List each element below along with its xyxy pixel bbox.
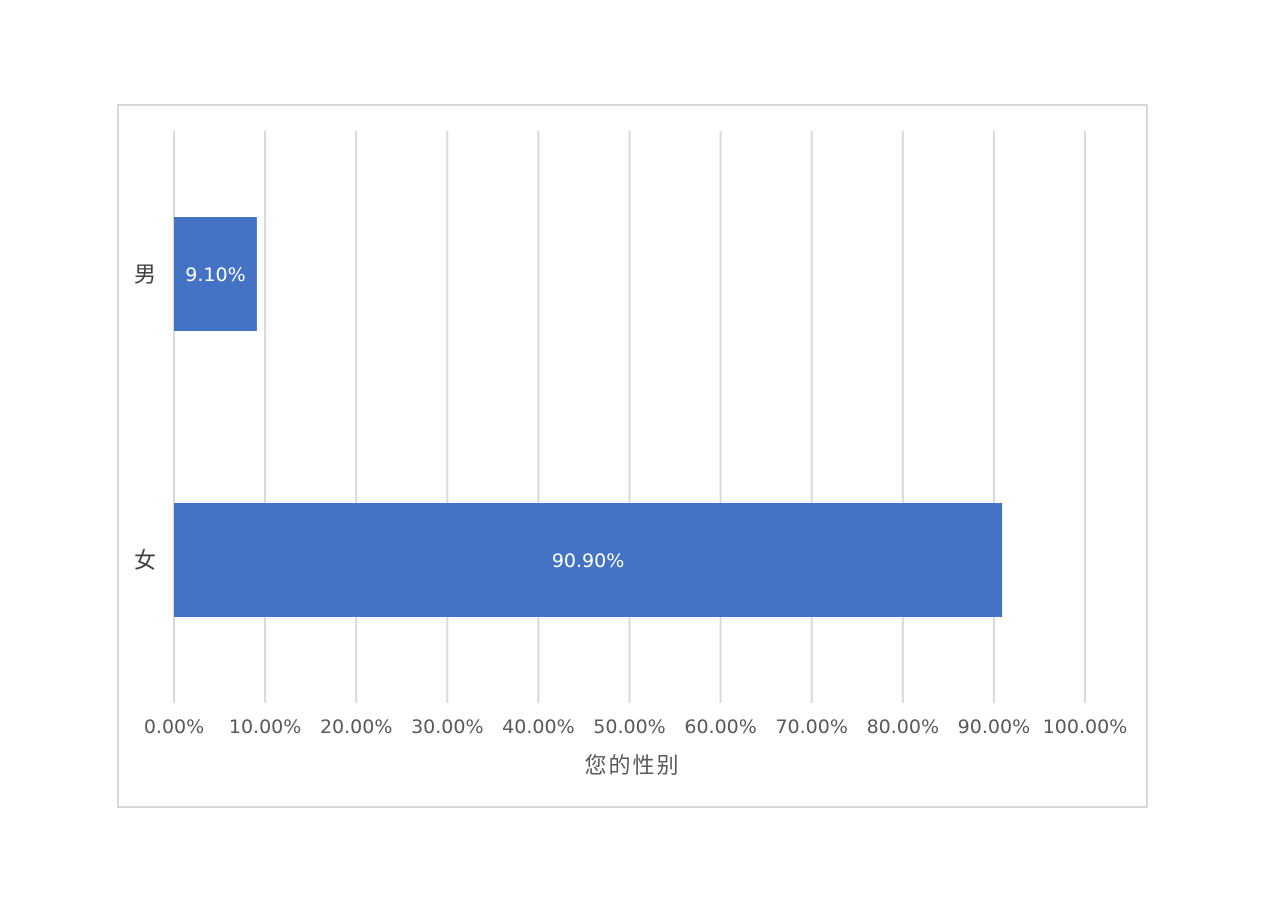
x-tick-label: 0.00% (144, 716, 204, 738)
x-tick-label: 10.00% (229, 716, 301, 738)
x-tick-label: 80.00% (867, 716, 939, 738)
x-tick-label: 30.00% (411, 716, 483, 738)
x-tick-label: 40.00% (502, 716, 574, 738)
data-label: 9.10% (185, 264, 245, 286)
bar (174, 503, 1003, 617)
x-tick-labels: 0.00% 10.00% 20.00% 30.00% 40.00% 50.00% 60.00… (144, 716, 1127, 738)
x-tick-label: 20.00% (320, 716, 392, 738)
x-tick-label: 90.00% (958, 716, 1030, 738)
bars (174, 217, 1003, 617)
x-tick-label: 60.00% (684, 716, 756, 738)
data-label: 90.90% (552, 550, 624, 572)
x-tick-label: 100.00% (1043, 716, 1128, 738)
x-tick-label: 50.00% (593, 716, 665, 738)
category-label: 男 (134, 263, 156, 288)
gridlines (173, 131, 1086, 703)
x-axis-title: 您的性别 (584, 754, 681, 779)
data-labels: 9.10% 90.90% (185, 264, 624, 572)
x-tick-label: 70.00% (775, 716, 847, 738)
category-labels: 男女 (134, 263, 156, 574)
chart-frame (117, 104, 1148, 808)
category-label: 女 (134, 549, 156, 574)
bar (174, 217, 257, 331)
